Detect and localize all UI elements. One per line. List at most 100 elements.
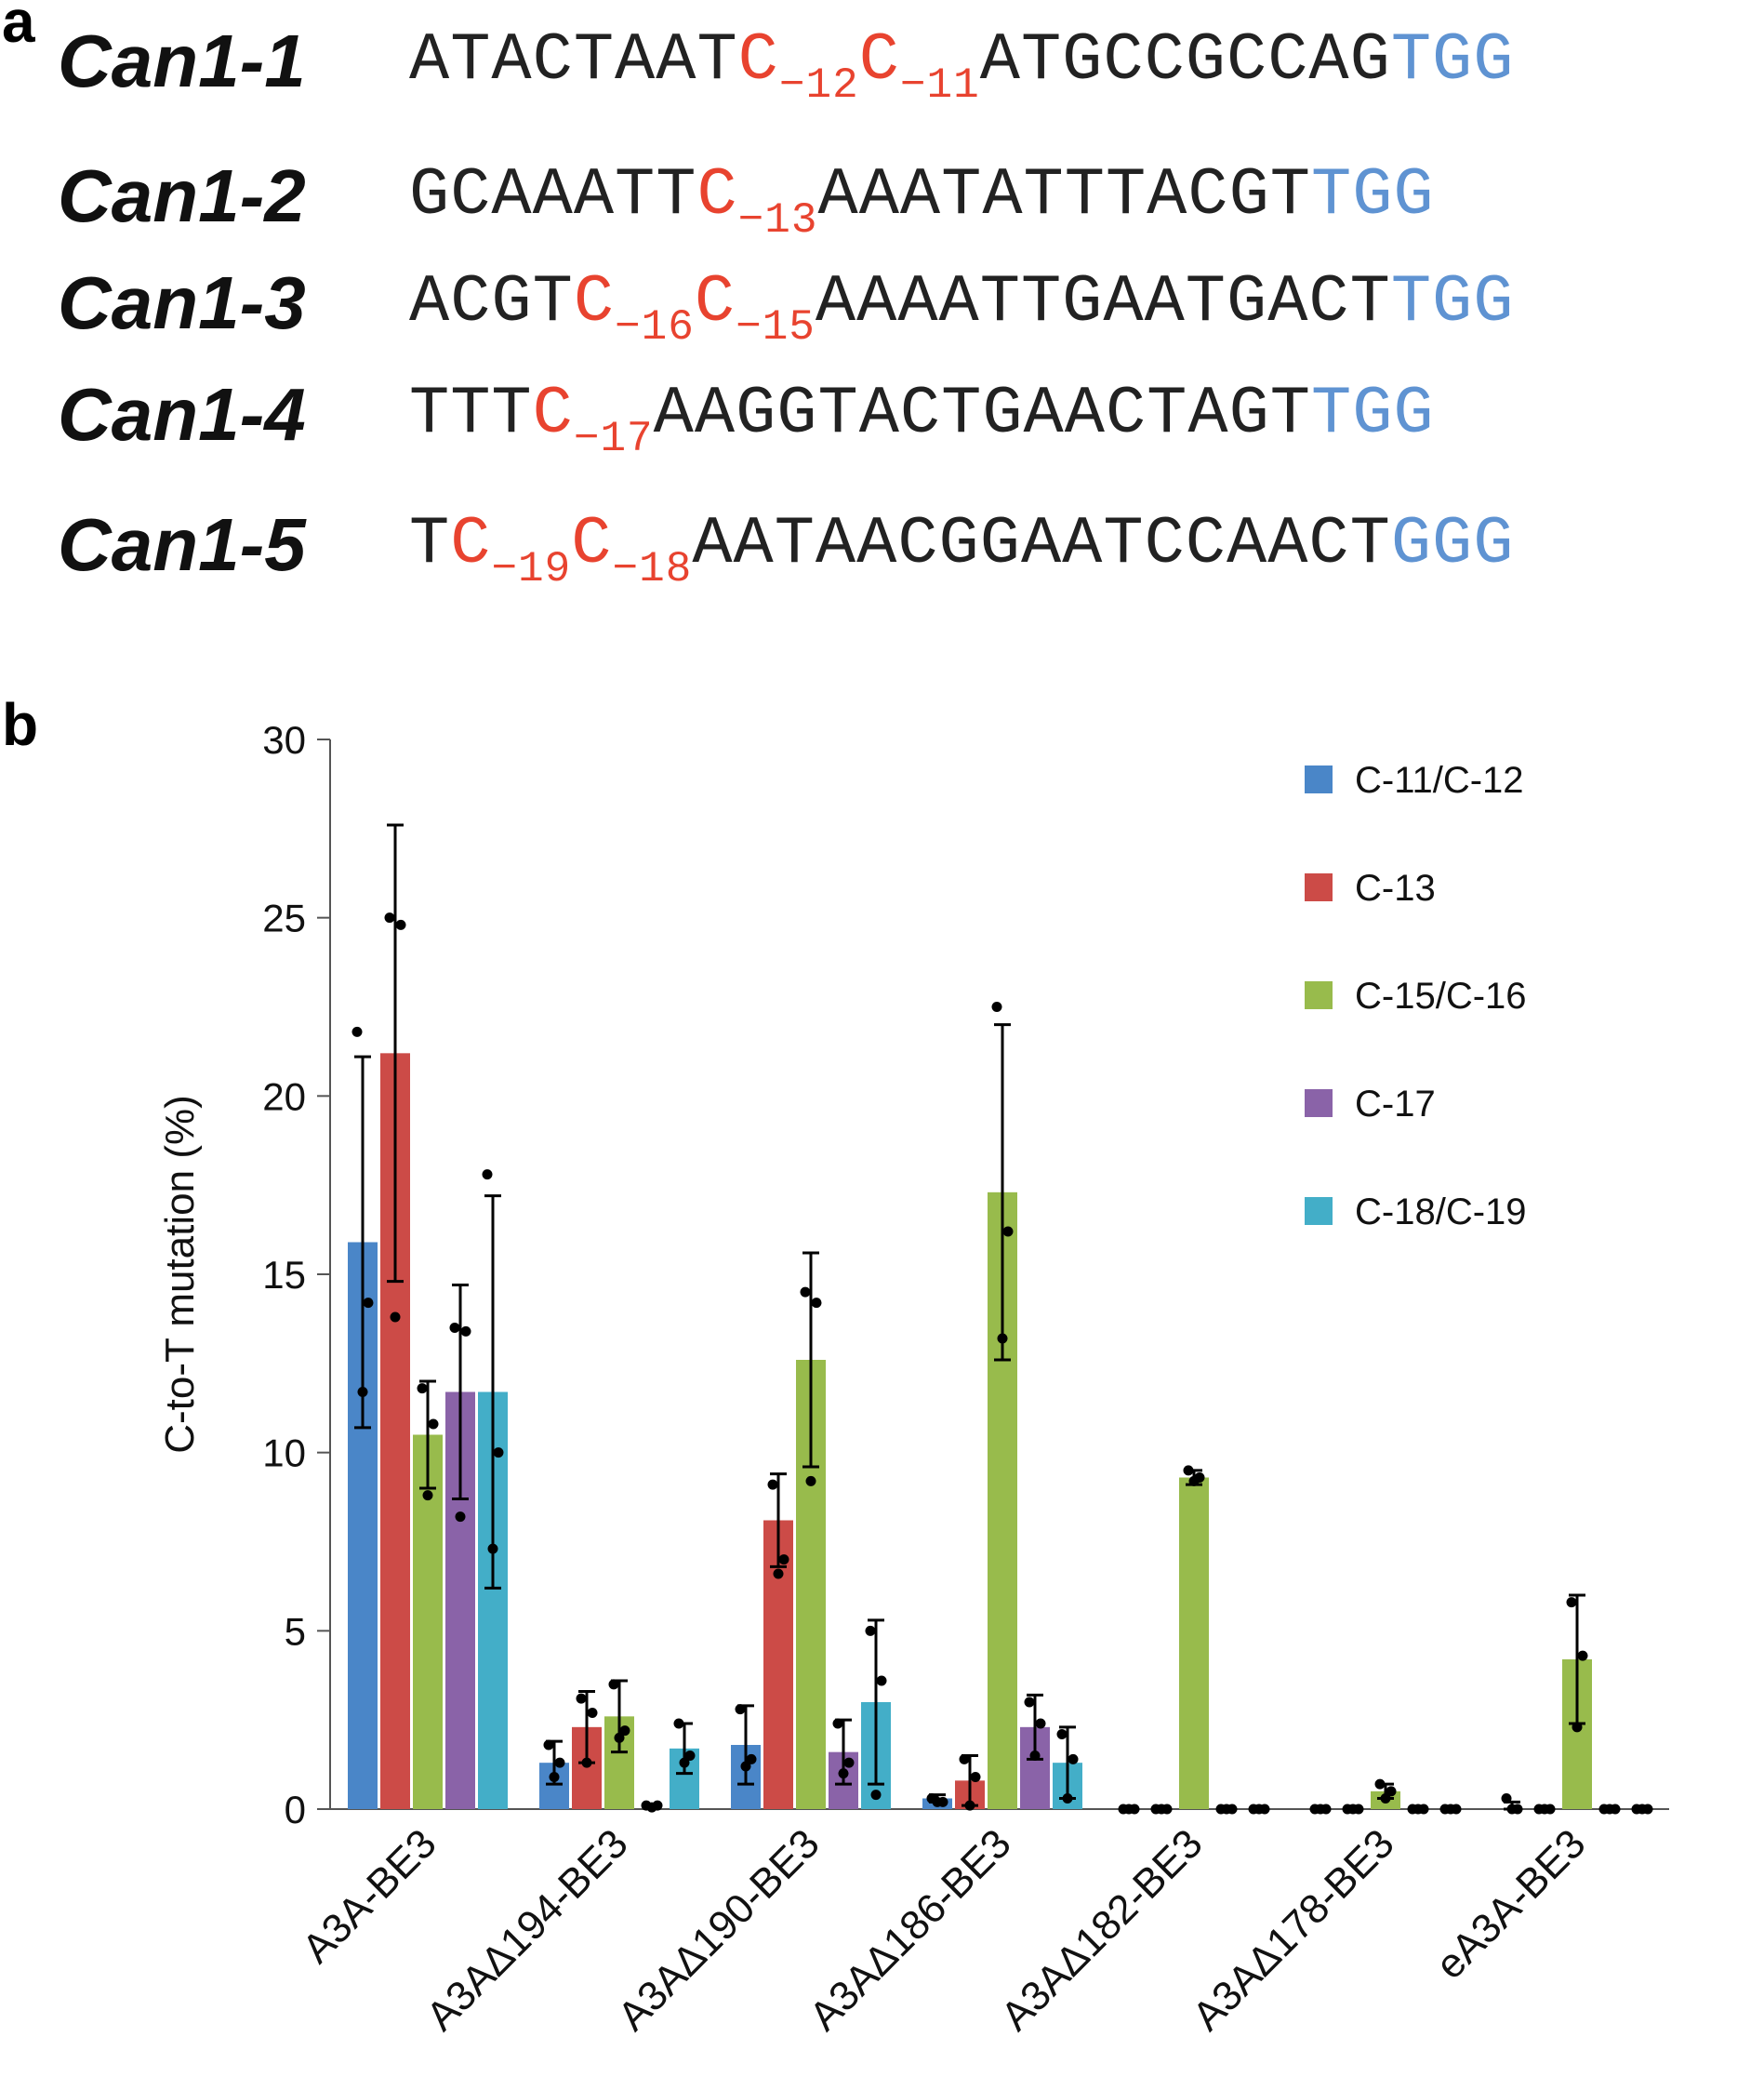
- data-point: [554, 1757, 565, 1768]
- target-cytosine: C−17: [532, 376, 654, 463]
- data-point: [805, 1475, 816, 1486]
- pam-sequence: GGG: [1390, 506, 1515, 582]
- x-tick-label: A3AΔ194-BE3: [418, 1820, 636, 2039]
- data-point: [673, 1718, 684, 1729]
- data-point: [870, 1790, 882, 1801]
- sequence-segment: T: [409, 506, 451, 582]
- data-point: [684, 1751, 696, 1761]
- target-cytosine: C−15: [694, 264, 816, 352]
- data-point: [619, 1725, 630, 1737]
- panel-b-label: b: [2, 691, 39, 758]
- data-point: [395, 919, 406, 930]
- data-point: [422, 1490, 433, 1501]
- data-point: [1188, 1475, 1200, 1486]
- data-point: [970, 1772, 981, 1782]
- data-point: [746, 1753, 757, 1764]
- data-point: [482, 1169, 493, 1180]
- data-point: [1380, 1793, 1391, 1804]
- target-cytosine: C−19: [450, 506, 572, 593]
- target-cytosine: C−18: [571, 506, 693, 593]
- pam-sequence: TGG: [1310, 376, 1435, 452]
- sequence-text: TTTC−17AAGGTACTGAACTAGTTGG: [409, 376, 1435, 463]
- pam-sequence: TGG: [1390, 264, 1515, 340]
- data-point: [543, 1739, 554, 1751]
- data-point: [1221, 1804, 1232, 1815]
- y-tick-label: 30: [262, 718, 306, 762]
- cytosine-position: −12: [778, 61, 859, 110]
- sequence-name: Can1-5: [58, 503, 306, 586]
- target-cytosine: C−11: [858, 22, 980, 110]
- data-point: [460, 1325, 471, 1337]
- data-point: [1123, 1804, 1134, 1815]
- data-point: [1024, 1697, 1035, 1708]
- data-point: [932, 1796, 943, 1807]
- data-point: [357, 1387, 368, 1397]
- data-point: [1035, 1718, 1046, 1729]
- x-tick-label: A3AΔ186-BE3: [801, 1820, 1019, 2039]
- cytosine-position: −15: [736, 303, 816, 352]
- data-point: [1183, 1465, 1194, 1476]
- target-cytosine: C−13: [696, 157, 818, 245]
- sequence-name: Can1-4: [58, 373, 306, 456]
- sequence-segment: ACGT: [409, 264, 574, 340]
- y-tick-label: 15: [262, 1253, 306, 1297]
- x-tick-label: A3AΔ178-BE3: [1184, 1820, 1402, 2039]
- legend-swatch: [1305, 1197, 1333, 1225]
- data-point: [417, 1383, 428, 1394]
- data-point: [1386, 1786, 1397, 1797]
- cytosine-position: −16: [615, 303, 695, 352]
- sequence-text: ATACTAATC−12C−11ATGCCGCCAGTGG: [409, 22, 1514, 110]
- data-point: [1566, 1597, 1577, 1608]
- bar: [1179, 1477, 1209, 1809]
- data-point: [1506, 1804, 1518, 1815]
- data-point: [679, 1757, 690, 1768]
- panel-a-label: a: [2, 0, 35, 55]
- data-point: [773, 1568, 784, 1579]
- data-point: [1572, 1722, 1583, 1733]
- sequence-text: GCAAATTC−13AAATATTTACGTTGG: [409, 157, 1435, 245]
- y-tick-label: 25: [262, 897, 306, 940]
- data-point: [576, 1693, 587, 1704]
- bar: [763, 1520, 793, 1809]
- data-point: [1062, 1793, 1073, 1804]
- legend-swatch: [1305, 1089, 1333, 1117]
- data-point: [997, 1333, 1008, 1344]
- data-point: [1002, 1226, 1014, 1237]
- data-point: [646, 1802, 657, 1813]
- data-point: [487, 1543, 498, 1554]
- data-point: [865, 1625, 876, 1636]
- data-point: [1156, 1804, 1167, 1815]
- data-point: [1604, 1804, 1615, 1815]
- legend-label: C-17: [1355, 1084, 1436, 1125]
- data-point: [1347, 1804, 1359, 1815]
- x-tick-label: A3AΔ190-BE3: [609, 1820, 828, 2039]
- data-point: [811, 1298, 822, 1309]
- sequence-segment: AAATATTTACGT: [817, 157, 1311, 233]
- data-point: [1637, 1804, 1648, 1815]
- data-point: [549, 1772, 560, 1782]
- x-tick-label: A3AΔ182-BE3: [992, 1820, 1211, 2039]
- x-tick-label: A3A-BE3: [294, 1820, 445, 1972]
- legend-label: C-13: [1355, 868, 1436, 909]
- cytosine-position: −18: [612, 545, 693, 593]
- cytosine-position: −11: [899, 61, 980, 110]
- data-point: [735, 1704, 746, 1715]
- data-point: [1253, 1804, 1265, 1815]
- y-tick-label: 20: [262, 1074, 306, 1118]
- data-point: [428, 1418, 439, 1430]
- data-point: [1501, 1793, 1512, 1804]
- data-point: [455, 1511, 466, 1523]
- legend-label: C-11/C-12: [1355, 760, 1524, 801]
- cytosine-position: −17: [573, 415, 654, 463]
- data-point: [493, 1447, 504, 1458]
- data-point: [800, 1286, 811, 1298]
- pam-sequence: TGG: [1310, 157, 1435, 233]
- data-point: [614, 1732, 625, 1743]
- sequence-segment: AAGGTACTGAACTAGT: [653, 376, 1311, 452]
- sequence-segment: TTT: [409, 376, 533, 452]
- sequence-text: ACGTC−16C−15AAAATTGAATGACTTGG: [409, 264, 1515, 352]
- data-point: [1056, 1729, 1068, 1739]
- sequence-text: TC−19C−18AATAACGGAATCCAACTGGG: [409, 506, 1515, 593]
- data-point: [363, 1298, 374, 1309]
